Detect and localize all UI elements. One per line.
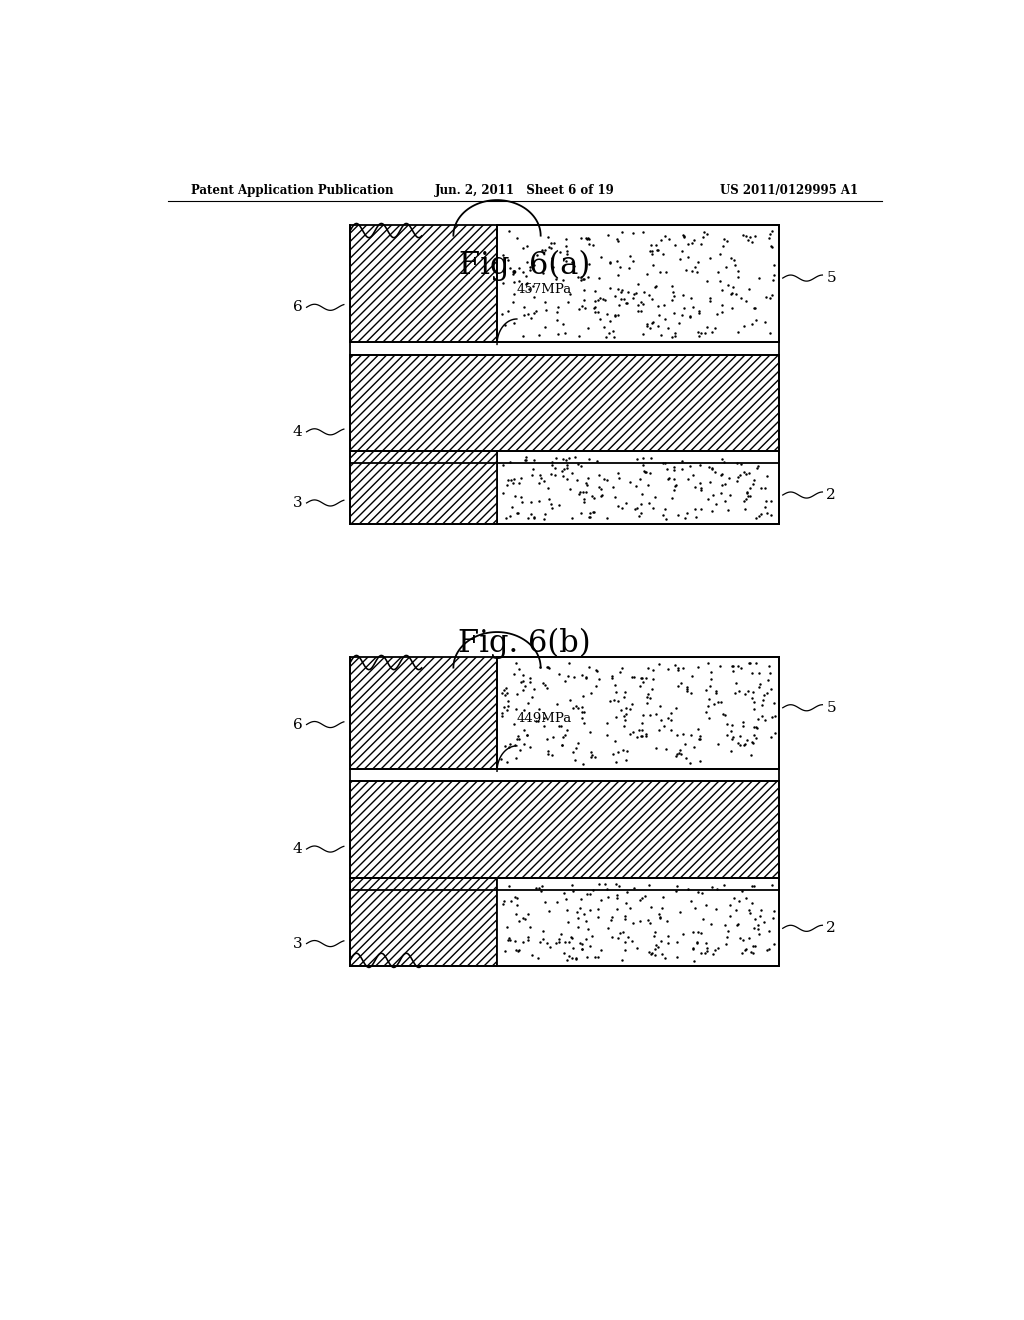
Text: 4: 4 — [293, 425, 303, 438]
Bar — [350, 781, 778, 878]
Text: 6: 6 — [293, 301, 303, 314]
Text: Jun. 2, 2011   Sheet 6 of 19: Jun. 2, 2011 Sheet 6 of 19 — [435, 183, 614, 197]
Bar — [350, 226, 497, 342]
Bar — [497, 226, 778, 342]
Text: 449MPa: 449MPa — [517, 713, 572, 726]
Bar — [350, 657, 497, 770]
Bar — [350, 355, 778, 451]
Bar — [350, 451, 497, 524]
Text: 5: 5 — [826, 701, 836, 714]
Text: Fig. 6(a): Fig. 6(a) — [459, 249, 591, 281]
Text: 2: 2 — [826, 488, 837, 502]
Text: Patent Application Publication: Patent Application Publication — [191, 183, 394, 197]
Text: Fig. 6(b): Fig. 6(b) — [459, 628, 591, 659]
Text: 6: 6 — [293, 718, 303, 731]
Text: 2: 2 — [826, 921, 837, 936]
Text: 3: 3 — [293, 496, 303, 510]
Text: 5: 5 — [826, 271, 836, 285]
Bar — [350, 878, 497, 966]
Bar — [497, 451, 778, 524]
Bar — [497, 878, 778, 966]
Text: 4: 4 — [293, 842, 303, 857]
Text: 3: 3 — [293, 937, 303, 950]
Text: 457MPa: 457MPa — [517, 284, 572, 296]
Bar — [497, 657, 778, 770]
Text: US 2011/0129995 A1: US 2011/0129995 A1 — [720, 183, 858, 197]
